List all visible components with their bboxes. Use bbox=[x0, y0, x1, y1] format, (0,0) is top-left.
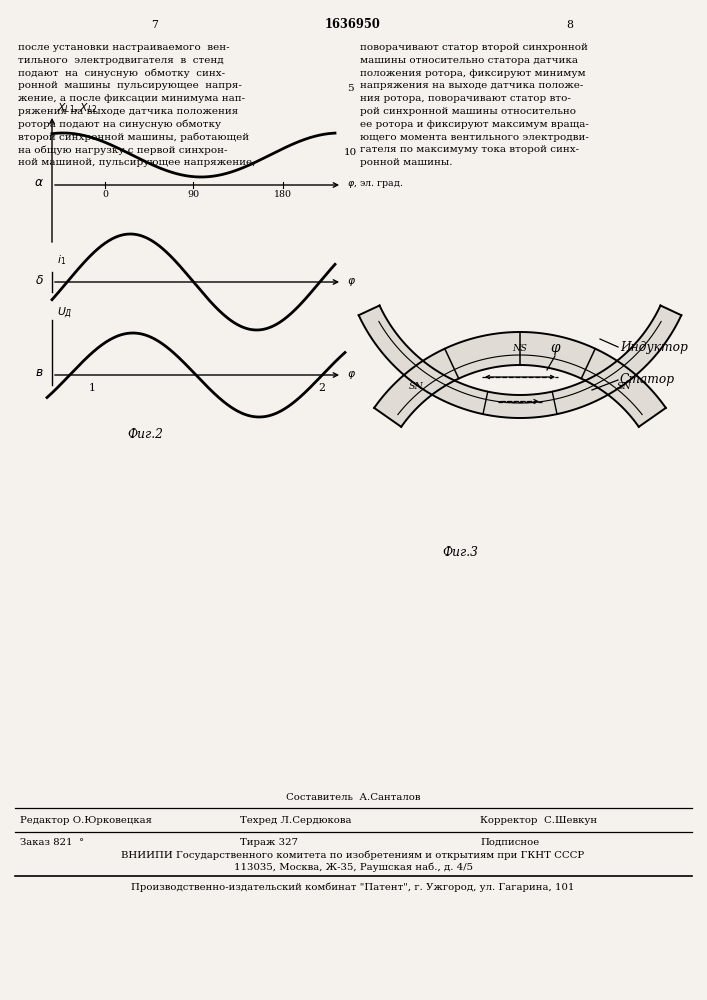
Polygon shape bbox=[374, 332, 666, 427]
Text: положения ротора, фиксируют минимум: положения ротора, фиксируют минимум bbox=[360, 69, 585, 78]
Text: ния ротора, поворачивают статор вто-: ния ротора, поворачивают статор вто- bbox=[360, 94, 571, 103]
Text: Тираж 327: Тираж 327 bbox=[240, 838, 298, 847]
Text: Фиг.3: Фиг.3 bbox=[442, 546, 478, 558]
Text: ронной машины.: ронной машины. bbox=[360, 158, 452, 167]
Text: Фиг.2: Фиг.2 bbox=[127, 428, 163, 442]
Text: 113035, Москва, Ж-35, Раушская наб., д. 4/5: 113035, Москва, Ж-35, Раушская наб., д. … bbox=[233, 862, 472, 871]
Text: подают  на  синусную  обмотку  синх-: подают на синусную обмотку синх- bbox=[18, 69, 225, 78]
Text: на общую нагрузку с первой синхрон-: на общую нагрузку с первой синхрон- bbox=[18, 145, 228, 155]
Text: Редактор О.Юрковецкая: Редактор О.Юрковецкая bbox=[20, 816, 152, 825]
Text: SN: SN bbox=[617, 382, 631, 391]
Text: жение, а после фиксации минимума нап-: жение, а после фиксации минимума нап- bbox=[18, 94, 245, 103]
Text: Заказ 821  °: Заказ 821 ° bbox=[20, 838, 84, 847]
Text: 2: 2 bbox=[319, 383, 326, 393]
Text: 1636950: 1636950 bbox=[325, 18, 381, 31]
Text: ряжения на выходе датчика положения: ряжения на выходе датчика положения bbox=[18, 107, 238, 116]
Text: ной машиной, пульсирующее напряжение,: ной машиной, пульсирующее напряжение, bbox=[18, 158, 255, 167]
Text: напряжения на выходе датчика положе-: напряжения на выходе датчика положе- bbox=[360, 81, 583, 90]
Text: Корректор  С.Шевкун: Корректор С.Шевкун bbox=[480, 816, 597, 825]
Text: 90: 90 bbox=[187, 190, 199, 199]
Text: NS: NS bbox=[513, 344, 527, 353]
Text: гателя по максимуму тока второй синх-: гателя по максимуму тока второй синх- bbox=[360, 145, 579, 154]
Text: $\delta$: $\delta$ bbox=[35, 273, 44, 286]
Text: ротора подают на синусную обмотку: ротора подают на синусную обмотку bbox=[18, 120, 221, 129]
Text: 8: 8 bbox=[566, 20, 573, 30]
Polygon shape bbox=[358, 306, 682, 418]
Text: ВНИИПИ Государственного комитета по изобретениям и открытиям при ГКНТ СССР: ВНИИПИ Государственного комитета по изоб… bbox=[122, 850, 585, 859]
Text: тильного  электродвигателя  в  стенд: тильного электродвигателя в стенд bbox=[18, 56, 223, 65]
Text: $\varphi$: $\varphi$ bbox=[347, 369, 356, 381]
Text: ющего момента вентильного электродви-: ющего момента вентильного электродви- bbox=[360, 133, 589, 142]
Text: второй синхронной машины, работающей: второй синхронной машины, работающей bbox=[18, 133, 249, 142]
Text: $i_1$: $i_1$ bbox=[57, 253, 66, 267]
Text: после установки настраиваемого  вен-: после установки настраиваемого вен- bbox=[18, 43, 230, 52]
Text: 1: 1 bbox=[88, 383, 95, 393]
Text: $\varphi$, эл. град.: $\varphi$, эл. град. bbox=[347, 180, 404, 190]
Text: SN: SN bbox=[409, 382, 423, 391]
Text: 7: 7 bbox=[151, 20, 158, 30]
Text: ронной  машины  пульсирующее  напря-: ронной машины пульсирующее напря- bbox=[18, 81, 242, 90]
Text: $X_{L1},X_{L2}$: $X_{L1},X_{L2}$ bbox=[57, 101, 98, 115]
Text: 180: 180 bbox=[274, 190, 292, 199]
Text: Техред Л.Сердюкова: Техред Л.Сердюкова bbox=[240, 816, 351, 825]
Text: 5: 5 bbox=[346, 84, 354, 93]
Text: φ: φ bbox=[550, 341, 560, 355]
Text: $U_Д$: $U_Д$ bbox=[57, 306, 73, 320]
Text: $\varphi$: $\varphi$ bbox=[347, 276, 356, 288]
Text: Подписное: Подписное bbox=[480, 838, 539, 847]
Text: Производственно-издательский комбинат "Патент", г. Ужгород, ул. Гагарина, 101: Производственно-издательский комбинат "П… bbox=[132, 882, 575, 892]
Text: 0: 0 bbox=[102, 190, 108, 199]
Text: Составитель  А.Санталов: Составитель А.Санталов bbox=[286, 793, 420, 802]
Text: машины относительно статора датчика: машины относительно статора датчика bbox=[360, 56, 578, 65]
Text: 10: 10 bbox=[344, 148, 356, 157]
Text: $\alpha$: $\alpha$ bbox=[34, 176, 44, 190]
Text: ее ротора и фиксируют максимум враща-: ее ротора и фиксируют максимум враща- bbox=[360, 120, 589, 129]
Text: рой синхронной машины относительно: рой синхронной машины относительно bbox=[360, 107, 576, 116]
Text: Статор: Статор bbox=[620, 373, 675, 386]
Text: $в$: $в$ bbox=[35, 366, 44, 379]
Text: поворачивают статор второй синхронной: поворачивают статор второй синхронной bbox=[360, 43, 588, 52]
Text: Индуктор: Индуктор bbox=[620, 340, 688, 354]
